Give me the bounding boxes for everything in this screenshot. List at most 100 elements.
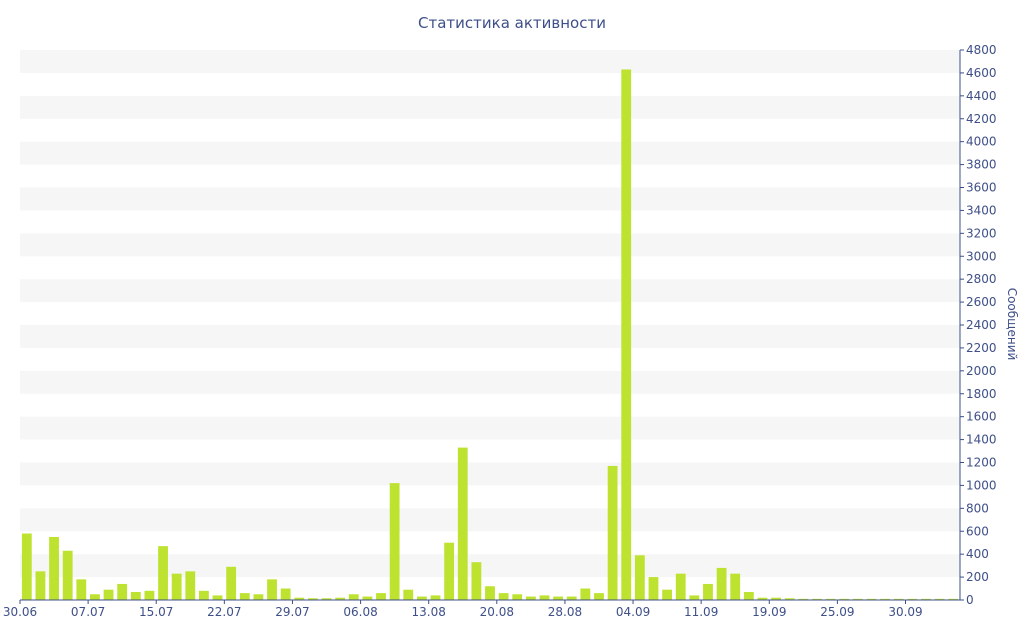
- bar: [307, 598, 318, 600]
- x-tick-label: 22.07: [207, 605, 241, 619]
- y-axis: 0 200 400 600 800 1000 1200 1400 1600 1800 2000 220…: [959, 43, 997, 607]
- bar: [621, 69, 632, 600]
- bar: [689, 595, 700, 600]
- bar: [21, 533, 32, 600]
- y-tick-label: 3400: [966, 203, 997, 217]
- y-tick-label: 2600: [966, 295, 997, 309]
- bar: [566, 596, 577, 600]
- bar: [280, 588, 291, 600]
- bar: [607, 465, 618, 600]
- bar: [103, 589, 114, 600]
- bars: [21, 69, 959, 600]
- bar: [880, 598, 890, 600]
- bar: [49, 536, 59, 600]
- bar: [648, 577, 659, 600]
- y-tick-label: 4000: [966, 135, 997, 149]
- x-tick-label: 04.09: [616, 605, 650, 619]
- y-tick-label: 1000: [966, 478, 997, 492]
- y-tick-label: 3200: [966, 226, 997, 240]
- y-tick-label: 1400: [966, 433, 997, 447]
- grid-band: [20, 325, 960, 348]
- bar: [185, 571, 196, 600]
- bar: [62, 550, 73, 600]
- y-tick-label: 3600: [966, 181, 997, 195]
- bar: [90, 594, 100, 600]
- bar: [525, 596, 536, 600]
- bar: [389, 483, 400, 600]
- bar: [35, 571, 46, 600]
- bar: [512, 594, 523, 600]
- x-tick-label: 25.09: [820, 605, 854, 619]
- bar: [852, 598, 863, 600]
- y-axis-label: Сообщений: [1005, 288, 1019, 361]
- bar: [907, 598, 918, 600]
- x-tick-label: 13.08: [412, 605, 446, 619]
- bar: [798, 598, 809, 600]
- bar: [594, 593, 604, 600]
- bar: [199, 590, 209, 600]
- grid-band: [20, 141, 960, 165]
- bar: [771, 597, 781, 600]
- bar: [294, 597, 305, 600]
- y-tick-label: 2800: [966, 272, 997, 286]
- y-tick-label: 200: [966, 570, 989, 584]
- y-tick-label: 800: [966, 501, 989, 515]
- bar: [239, 593, 250, 600]
- bar: [457, 447, 468, 600]
- bar: [226, 566, 237, 600]
- bar: [376, 593, 386, 600]
- bar: [348, 594, 359, 600]
- grid-band: [20, 187, 960, 211]
- y-tick-label: 4400: [966, 89, 997, 103]
- grid-band: [20, 50, 960, 73]
- y-tick-label: 3800: [966, 158, 997, 172]
- bar: [662, 589, 673, 600]
- x-tick-label: 06.08: [343, 605, 377, 619]
- bar: [117, 583, 128, 600]
- bar: [253, 594, 264, 600]
- bar: [839, 598, 850, 600]
- y-tick-label: 0: [966, 593, 974, 607]
- y-tick-label: 2000: [966, 364, 997, 378]
- grid-band: [20, 279, 960, 303]
- y-tick-label: 4200: [966, 112, 997, 126]
- x-tick-label: 30.09: [888, 605, 922, 619]
- bar: [703, 583, 713, 600]
- bar: [403, 589, 414, 600]
- bar: [716, 567, 727, 600]
- bar: [730, 573, 741, 600]
- grid-bands: [20, 50, 960, 578]
- grid-band: [20, 95, 960, 119]
- grid-band: [20, 233, 960, 257]
- grid-band: [20, 416, 960, 440]
- bar: [321, 598, 332, 600]
- x-tick-label: 15.07: [139, 605, 173, 619]
- grid-band: [20, 462, 960, 486]
- grid-band: [20, 370, 960, 394]
- bar: [212, 595, 223, 600]
- bar: [498, 593, 509, 600]
- x-tick-label: 19.09: [752, 605, 786, 619]
- bar: [553, 596, 564, 600]
- bar: [485, 586, 495, 600]
- bar: [362, 596, 373, 600]
- bar: [471, 562, 482, 600]
- bar: [267, 579, 277, 600]
- y-tick-label: 4600: [966, 66, 997, 80]
- bar: [158, 546, 168, 600]
- bar: [144, 590, 155, 600]
- bar: [825, 598, 836, 600]
- bar: [675, 573, 686, 600]
- bar: [76, 579, 87, 600]
- x-tick-label: 11.09: [684, 605, 718, 619]
- bar: [893, 598, 904, 600]
- bar: [948, 598, 959, 600]
- bar: [416, 596, 427, 600]
- grid-band: [20, 508, 960, 532]
- bar: [430, 595, 441, 600]
- bar: [634, 555, 645, 600]
- y-tick-label: 600: [966, 524, 989, 538]
- y-tick-label: 4800: [966, 43, 997, 57]
